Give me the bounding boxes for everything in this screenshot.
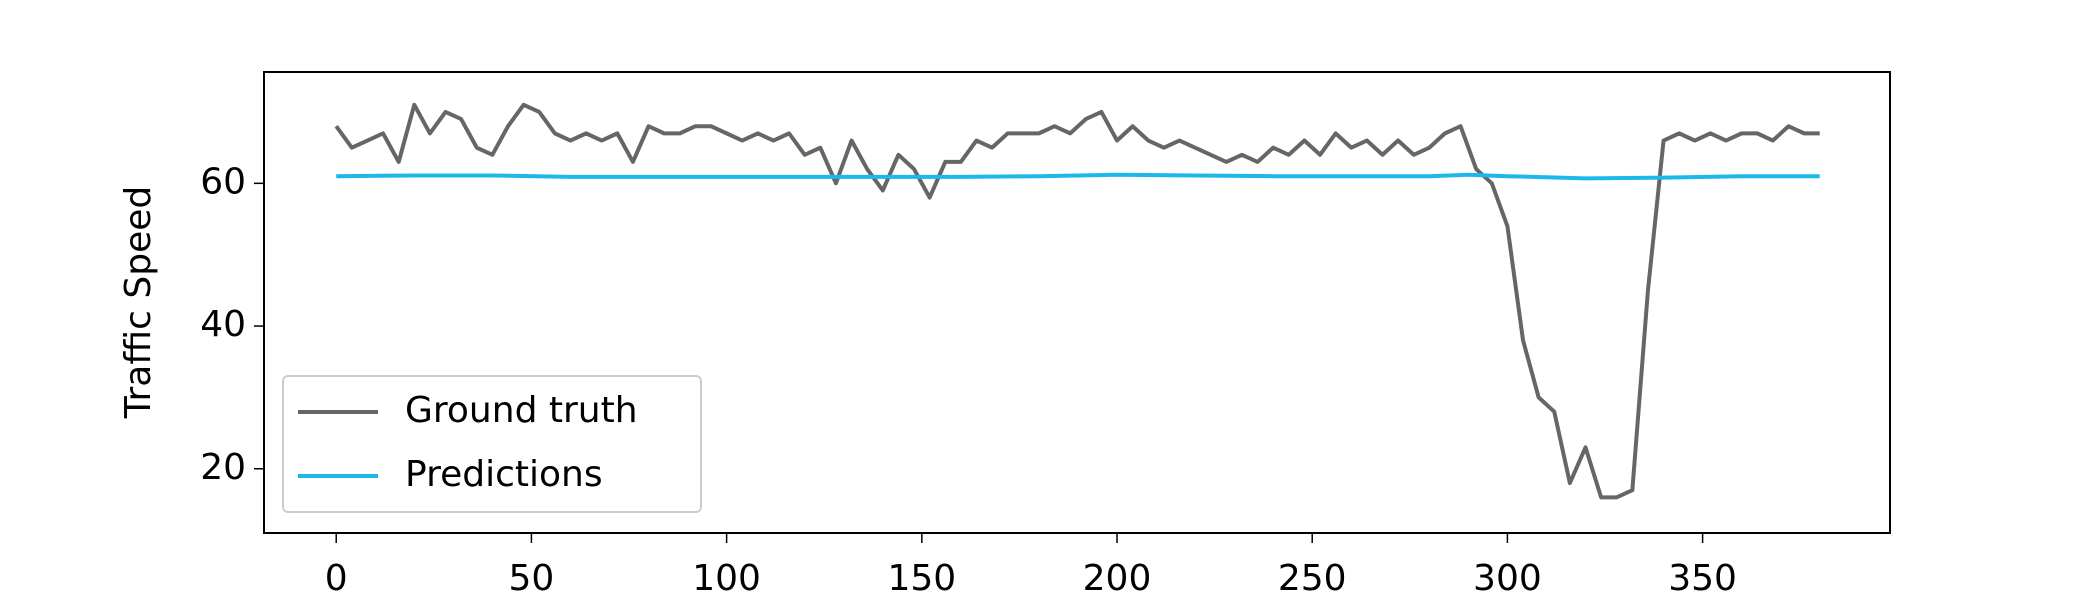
series-line	[336, 172, 1820, 181]
y-axis-label: Traffic Speed	[118, 186, 159, 419]
x-tick-label: 100	[692, 558, 761, 599]
series-line	[334, 102, 1820, 500]
legend-box	[282, 375, 702, 513]
x-tick-label: 300	[1473, 558, 1542, 599]
y-tick-label: 60	[200, 161, 246, 202]
legend-label: Ground truth	[405, 390, 638, 431]
x-tick-label: 350	[1668, 558, 1737, 599]
legend-label: Predictions	[405, 454, 603, 495]
x-tick-label: 50	[509, 558, 555, 599]
x-tick-label: 200	[1083, 558, 1152, 599]
y-tick-label: 40	[200, 304, 246, 345]
y-tick-label: 20	[200, 447, 246, 488]
x-tick-label: 250	[1278, 558, 1347, 599]
x-tick-label: 150	[887, 558, 956, 599]
x-tick-label: 0	[325, 558, 348, 599]
plot-frame	[263, 71, 1891, 534]
